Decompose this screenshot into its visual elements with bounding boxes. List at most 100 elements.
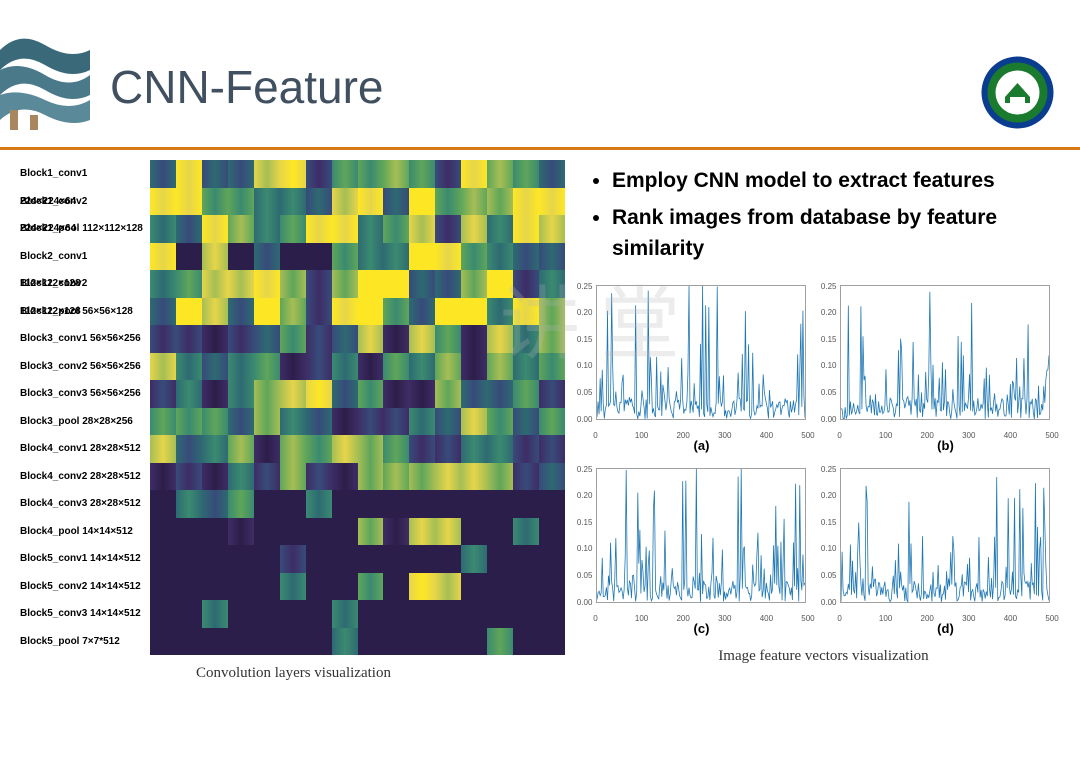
heatmap-row xyxy=(150,518,565,546)
layer-label: Block5_pool 7×7*512 xyxy=(20,628,145,656)
heatmap-cell xyxy=(228,518,254,546)
heatmap-cell xyxy=(150,160,176,188)
heatmap-row xyxy=(150,628,565,656)
heatmap-cell xyxy=(306,573,332,601)
layer-label: Block4_conv3 28×28×512 xyxy=(20,490,145,518)
heatmap-row xyxy=(150,463,565,491)
heatmap-cell xyxy=(280,408,306,436)
heatmap-cell xyxy=(435,243,461,271)
heatmap-cell xyxy=(513,435,539,463)
heatmap-cell xyxy=(150,545,176,573)
heatmap-cell xyxy=(358,353,384,381)
heatmap-row xyxy=(150,408,565,436)
heatmap-cell xyxy=(409,628,435,656)
heatmap-cell xyxy=(306,463,332,491)
heatmap-cell xyxy=(150,573,176,601)
heatmap-cell xyxy=(176,435,202,463)
heatmap-cell xyxy=(358,600,384,628)
heatmap-cell xyxy=(539,270,565,298)
heatmap-cell xyxy=(254,298,280,326)
chart-label: (a) xyxy=(694,438,710,453)
heatmap-cell xyxy=(280,573,306,601)
heatmap-cell xyxy=(461,188,487,216)
heatmap-cell xyxy=(332,188,358,216)
heatmap-cell xyxy=(306,188,332,216)
heatmap-cell xyxy=(306,435,332,463)
heatmap-cell xyxy=(176,380,202,408)
heatmap-cell xyxy=(358,628,384,656)
heatmap-cell xyxy=(176,215,202,243)
heatmap-cell xyxy=(539,600,565,628)
heatmap-cell xyxy=(513,573,539,601)
layer-label: Block5_conv1 14×14×512 xyxy=(20,545,145,573)
heatmap-cell xyxy=(228,490,254,518)
heatmap-cell xyxy=(539,380,565,408)
layer-label: Block3_conv3 56×56×256 xyxy=(20,380,145,408)
heatmap-cell xyxy=(461,463,487,491)
heatmap-cell xyxy=(306,545,332,573)
heatmap-cell xyxy=(228,435,254,463)
heatmap-cell xyxy=(202,270,228,298)
heatmap-cell xyxy=(176,463,202,491)
heatmap-cell xyxy=(202,518,228,546)
chart-box: 0.000.050.100.150.200.250100200300400500 xyxy=(596,285,806,420)
heatmap-cell xyxy=(461,490,487,518)
layer-label: Block4_conv2 28×28×512 xyxy=(20,463,145,491)
bullet-item: Employ CNN model to extract features xyxy=(612,165,1060,197)
heatmap-cell xyxy=(435,490,461,518)
heatmap-cell xyxy=(513,380,539,408)
heatmap-cell xyxy=(228,188,254,216)
heatmap-cell xyxy=(539,188,565,216)
heatmap-cell xyxy=(150,490,176,518)
heatmap-cell xyxy=(332,490,358,518)
heatmap-cell xyxy=(332,600,358,628)
heatmap-cell xyxy=(487,463,513,491)
heatmap-cell xyxy=(176,188,202,216)
heatmap-cell xyxy=(358,325,384,353)
conv-caption: Convolution layers visualization xyxy=(20,665,567,682)
heatmap-cell xyxy=(435,408,461,436)
heatmap-cell xyxy=(202,243,228,271)
heatmap-cell xyxy=(254,463,280,491)
heatmap-cell xyxy=(202,408,228,436)
heatmap-cell xyxy=(280,188,306,216)
feature-chart: 0.000.050.100.150.200.250100200300400500… xyxy=(836,285,1055,453)
heatmap-cell xyxy=(280,380,306,408)
heatmap-cell xyxy=(280,325,306,353)
layer-label: Block3_conv2 56×56×256 xyxy=(20,353,145,381)
heatmap-cell xyxy=(332,545,358,573)
heatmap-cell xyxy=(513,408,539,436)
heatmap-cell xyxy=(306,215,332,243)
layer-label: Block1_conv1 224×224×64 xyxy=(20,160,145,188)
heatmap-cell xyxy=(228,628,254,656)
heatmap-cell xyxy=(280,600,306,628)
heatmap-cell xyxy=(435,380,461,408)
heatmap-cell xyxy=(487,408,513,436)
heatmap-cell xyxy=(150,270,176,298)
heatmap-cell xyxy=(150,188,176,216)
heatmap-cell xyxy=(513,188,539,216)
heatmap-cell xyxy=(254,408,280,436)
heatmap-cell xyxy=(332,518,358,546)
heatmap-cell xyxy=(383,463,409,491)
heatmap-cell xyxy=(539,573,565,601)
heatmap-cell xyxy=(539,298,565,326)
heatmap-cell xyxy=(409,215,435,243)
heatmap-row xyxy=(150,353,565,381)
heatmap-cell xyxy=(176,600,202,628)
heatmap-cell xyxy=(487,188,513,216)
conv-layers-viz: Block1_conv1 224×224×64Block1_conv2 224×… xyxy=(20,160,567,655)
slide-title: CNN-Feature xyxy=(110,60,384,114)
slide-content: Block1_conv1 224×224×64Block1_conv2 224×… xyxy=(0,150,1080,682)
heatmap-cell xyxy=(228,545,254,573)
heatmap-row xyxy=(150,435,565,463)
chart-box: 0.000.050.100.150.200.250100200300400500 xyxy=(596,468,806,603)
heatmap-cell xyxy=(176,490,202,518)
heatmap-cell xyxy=(358,160,384,188)
layer-label: Block5_conv2 14×14×512 xyxy=(20,573,145,601)
feature-caption: Image feature vectors visualization xyxy=(587,648,1060,665)
university-logo xyxy=(980,55,1055,130)
chart-label: (c) xyxy=(694,621,710,636)
heatmap-cell xyxy=(228,573,254,601)
heatmap-cell xyxy=(409,490,435,518)
